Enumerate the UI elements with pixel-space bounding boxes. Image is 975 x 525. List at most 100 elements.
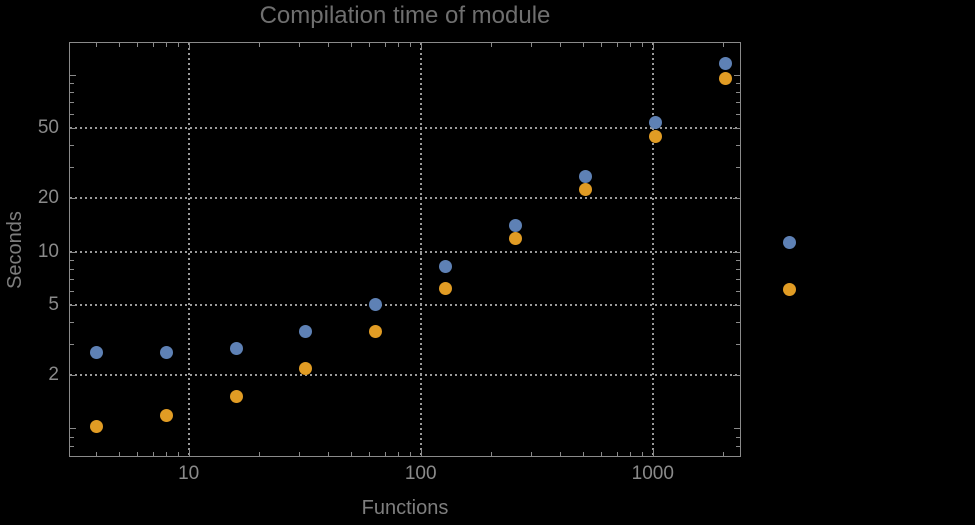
x-tick-major-top [421,43,422,50]
y-tick-minor-right [736,92,740,93]
x-tick-minor-bottom [642,452,643,456]
y-tick-minor-right [736,446,740,447]
grid-line-x-10 [187,43,190,456]
y-tick-minor-right [736,456,740,457]
y-tick-minor-right [736,260,740,261]
grid-line-y-10 [70,250,740,253]
x-tick-minor-top [583,43,584,47]
data-point-series-1-x64 [369,297,383,311]
x-tick-minor-bottom [259,452,260,456]
y-tick-label-20: 20 [37,187,59,209]
x-tick-minor-bottom [119,452,120,456]
x-tick-minor-bottom [617,452,618,456]
data-point-series-1-x32 [299,324,313,338]
x-tick-minor-top [385,43,386,47]
data-point-series-2-x32 [299,362,313,376]
x-tick-minor-bottom [531,452,532,456]
y-tick-minor-left [70,279,74,280]
y-tick-label-2: 2 [48,364,59,386]
grid-line-y-5 [70,303,740,306]
y-tick-minor-left [70,92,74,93]
y-tick-minor-right [736,269,740,270]
y-tick-major-unlabeled-right [734,428,740,429]
data-point-series-2-x128 [439,281,453,295]
y-tick-major-unlabeled-right [734,75,740,76]
y-tick-major-left [70,198,77,199]
x-tick-minor-bottom [491,452,492,456]
y-tick-minor-left [70,114,74,115]
legend-marker-series-1 [782,235,796,249]
x-tick-minor-bottom [96,452,97,456]
y-tick-major-left [70,375,77,376]
y-tick-minor-left [70,291,74,292]
x-tick-minor-bottom [137,452,138,456]
grid-line-y-2 [70,374,740,377]
y-tick-label-50: 50 [37,116,59,138]
x-tick-minor-top [410,43,411,47]
x-tick-minor-top [259,43,260,47]
data-point-series-1-x8 [159,345,173,359]
y-tick-major-right [733,252,740,253]
y-tick-major-right [733,375,740,376]
x-tick-minor-top [369,43,370,47]
y-tick-minor-right [736,344,740,345]
y-tick-minor-right [736,102,740,103]
x-tick-major-bottom [189,449,190,456]
y-tick-major-right [733,128,740,129]
x-tick-minor-top [178,43,179,47]
data-point-series-2-x8 [159,408,173,422]
x-tick-minor-top [723,43,724,47]
x-tick-minor-top [398,43,399,47]
data-point-series-2-x4 [89,420,103,434]
x-tick-minor-bottom [299,452,300,456]
x-tick-minor-top [96,43,97,47]
data-point-series-2-x16 [229,389,243,403]
x-tick-minor-top [491,43,492,47]
y-tick-major-right [733,305,740,306]
chart-title: Compilation time of module [259,2,551,29]
x-tick-minor-bottom [153,452,154,456]
legend-marker-series-2 [782,282,796,296]
data-point-series-1-x512 [578,170,592,184]
x-tick-minor-top [560,43,561,47]
x-tick-minor-bottom [351,452,352,456]
grid-line-x-1000 [651,43,654,456]
y-tick-minor-right [736,291,740,292]
grid-line-y-20 [70,197,740,200]
x-tick-minor-bottom [630,452,631,456]
x-axis-label: Functions [361,497,449,519]
y-tick-minor-left [70,260,74,261]
y-tick-minor-left [70,102,74,103]
x-tick-minor-bottom [410,452,411,456]
x-tick-minor-top [299,43,300,47]
y-tick-minor-right [736,322,740,323]
y-tick-minor-right [736,279,740,280]
data-point-series-2-x1024 [648,129,662,143]
y-tick-major-unlabeled-left [70,75,76,76]
data-point-series-2-x256 [508,232,522,246]
x-tick-minor-top [531,43,532,47]
y-tick-minor-left [70,437,74,438]
y-tick-minor-left [70,446,74,447]
x-tick-minor-top [617,43,618,47]
x-tick-minor-bottom [178,452,179,456]
x-tick-minor-top [351,43,352,47]
y-tick-major-left [70,305,77,306]
x-tick-minor-top [328,43,329,47]
x-tick-minor-top [137,43,138,47]
y-tick-minor-right [736,437,740,438]
x-tick-minor-top [119,43,120,47]
data-point-series-1-x2048 [718,56,732,70]
x-tick-minor-bottom [601,452,602,456]
y-tick-minor-left [70,322,74,323]
y-tick-minor-left [70,456,74,457]
x-tick-minor-bottom [560,452,561,456]
y-tick-minor-left [70,269,74,270]
y-tick-minor-left [70,83,74,84]
y-tick-minor-right [736,167,740,168]
x-tick-minor-top [153,43,154,47]
y-tick-minor-left [70,344,74,345]
data-point-series-1-x128 [439,260,453,274]
data-point-series-1-x256 [508,219,522,233]
